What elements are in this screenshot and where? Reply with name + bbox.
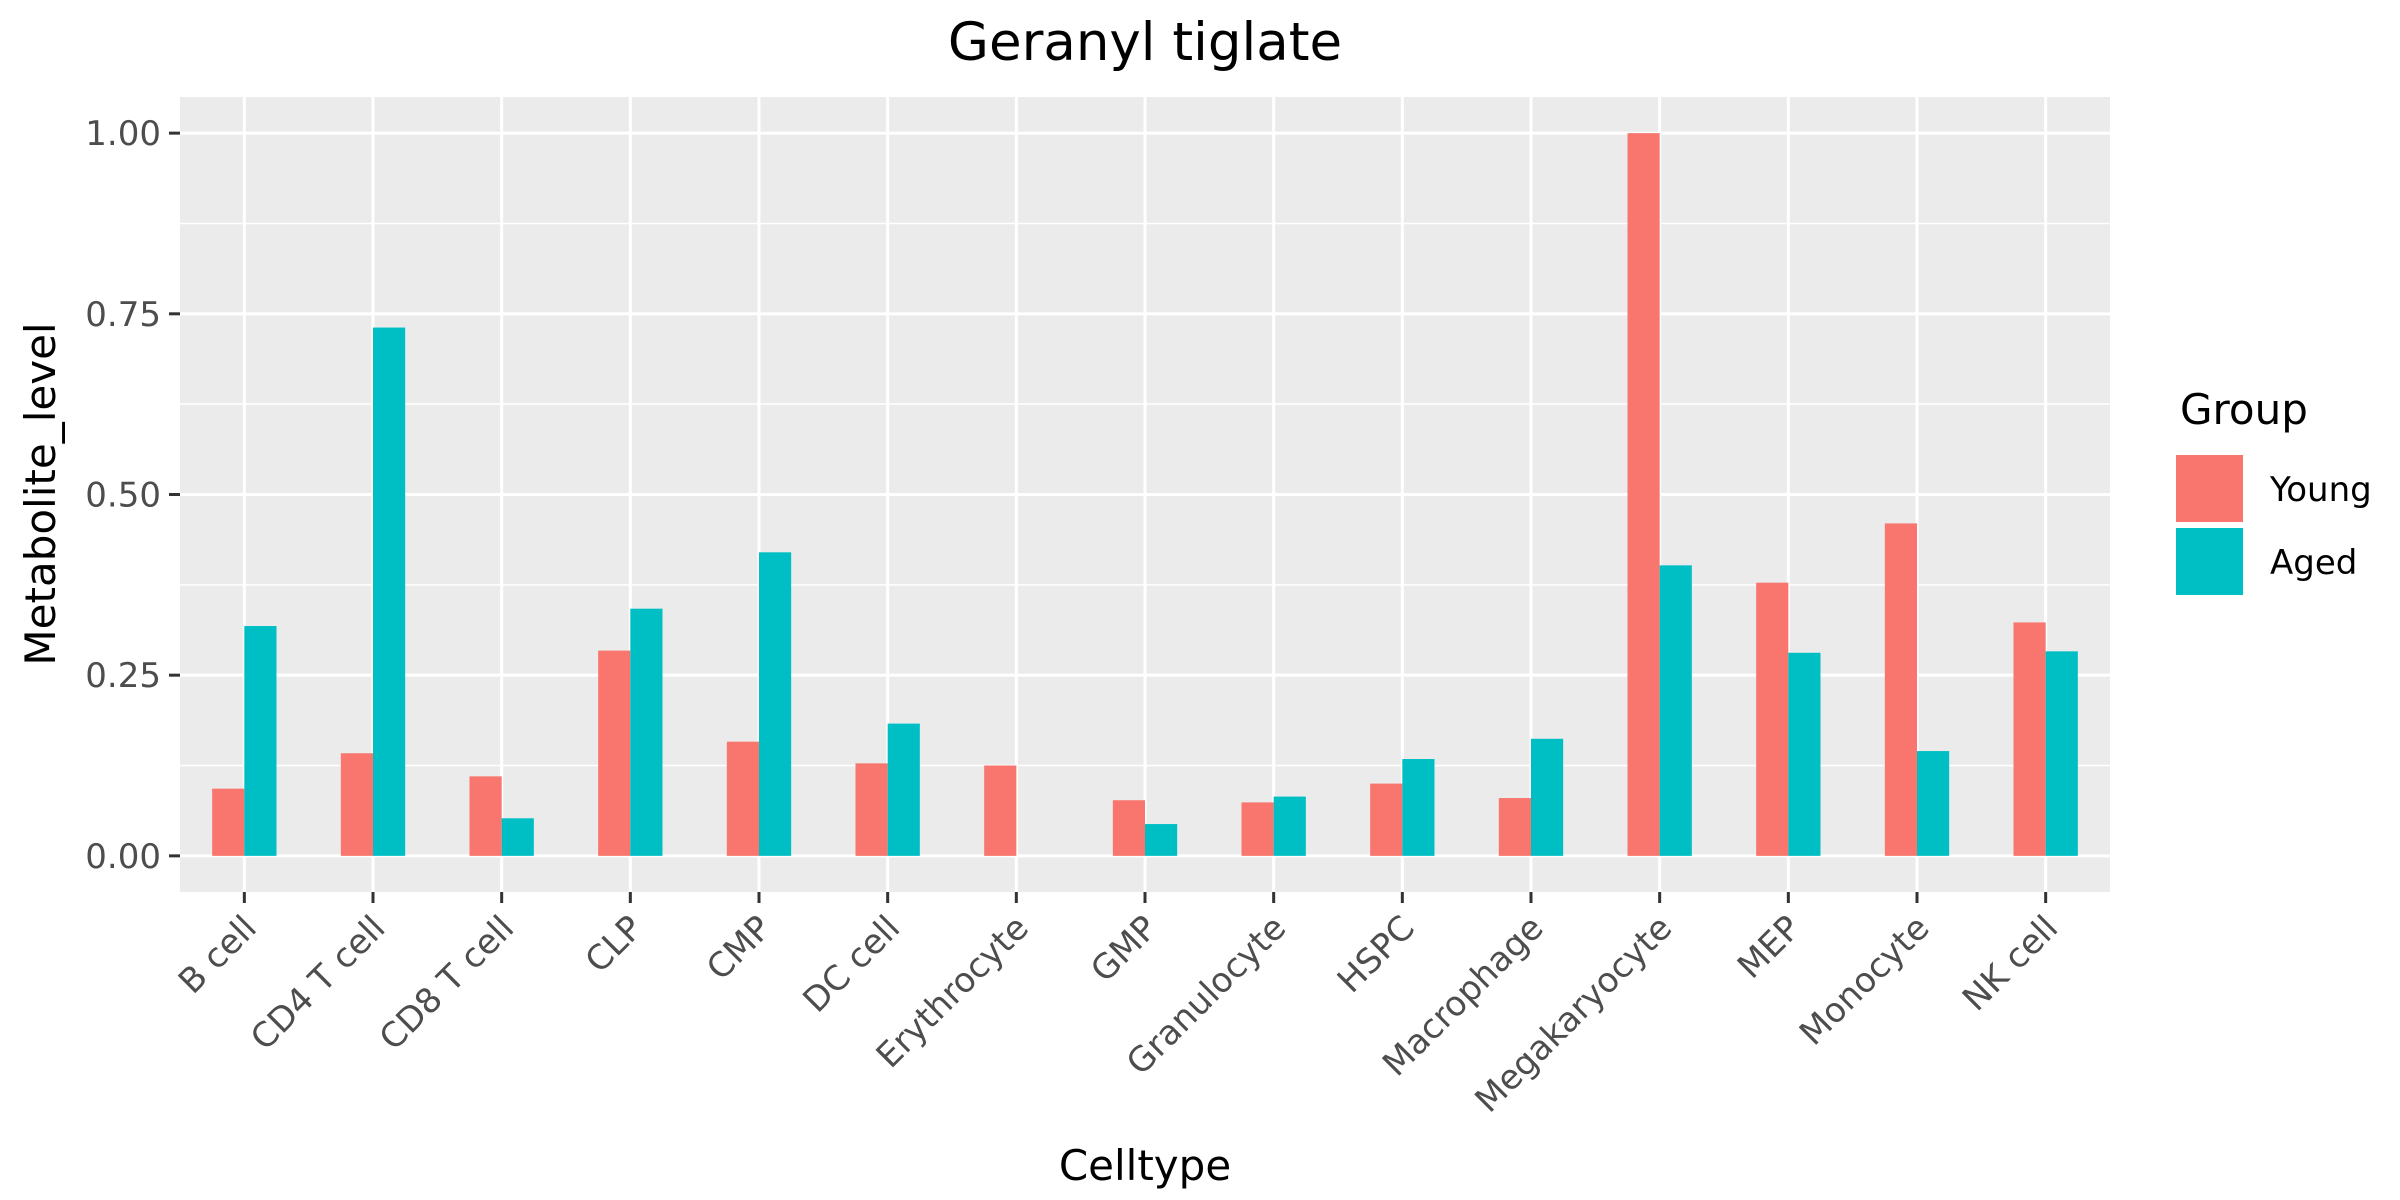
y-tick-label: 0.75 [85, 295, 161, 335]
bar-aged-megakaryocyte [1659, 565, 1692, 856]
bar-aged-cmp [759, 552, 792, 856]
x-tick-label: CD4 T cell [243, 908, 393, 1058]
bar-aged-granulocyte [1273, 796, 1306, 856]
y-tick-label: 0.25 [85, 656, 161, 696]
chart-title: Geranyl tiglate [948, 12, 1342, 73]
bar-young-cmp [726, 741, 759, 856]
bar-young-mep [1756, 582, 1789, 856]
legend-label-aged: Aged [2270, 543, 2357, 583]
x-tick-label: Monocyte [1792, 908, 1937, 1053]
x-tick-label: GMP [1083, 908, 1165, 990]
y-tick-label: 0.50 [85, 476, 161, 516]
bar-young-granulocyte [1241, 802, 1274, 856]
bar-young-gmp [1112, 800, 1145, 856]
bar-young-megakaryocyte [1627, 133, 1660, 856]
bar-young-cd8-t-cell [469, 776, 502, 856]
x-tick-label: B cell [171, 908, 265, 1002]
x-tick-label: HSPC [1330, 908, 1423, 1001]
bar-aged-dc-cell [887, 723, 920, 856]
bar-young-erythrocyte [984, 765, 1017, 856]
x-tick-label: DC cell [795, 908, 908, 1021]
x-tick-label: CD8 T cell [372, 908, 522, 1058]
bar-aged-hspc [1402, 759, 1435, 856]
bar-aged-b-cell [244, 626, 277, 856]
y-axis: 0.00 0.25 0.50 0.75 1.00 [85, 114, 180, 877]
bar-young-macrophage [1498, 798, 1531, 856]
bar-aged-clp [630, 608, 663, 856]
y-axis-title: Metabolite_level [16, 322, 65, 665]
bar-young-monocyte [1884, 523, 1917, 856]
bar-young-nk-cell [2013, 622, 2046, 856]
legend-label-young: Young [2269, 470, 2372, 510]
bar-young-cd4-t-cell [340, 753, 373, 856]
bar-young-hspc [1370, 783, 1403, 856]
legend: Group Young Aged [2176, 385, 2372, 595]
bar-aged-gmp [1145, 824, 1178, 856]
bar-aged-macrophage [1531, 738, 1564, 856]
x-tick-label: NK cell [1955, 908, 2066, 1019]
bar-aged-nk-cell [2045, 651, 2078, 856]
bar-aged-mep [1788, 652, 1821, 856]
bar-young-b-cell [212, 788, 245, 856]
x-axis-title: Celltype [1059, 1141, 1231, 1190]
y-tick-label: 0.00 [85, 837, 161, 877]
legend-title: Group [2180, 385, 2308, 434]
y-tick-label: 1.00 [85, 114, 161, 154]
legend-swatch-young [2176, 455, 2243, 522]
legend-swatch-aged [2176, 528, 2243, 595]
bar-aged-cd8-t-cell [501, 818, 534, 856]
bar-young-dc-cell [855, 763, 888, 856]
x-tick-label: CLP [578, 908, 651, 981]
x-tick-label: MEP [1730, 908, 1809, 987]
bar-aged-monocyte [1917, 751, 1950, 856]
bars [212, 133, 2078, 856]
x-tick-label: CMP [699, 908, 779, 988]
bar-young-clp [598, 650, 631, 856]
bar-aged-cd4-t-cell [373, 327, 406, 856]
